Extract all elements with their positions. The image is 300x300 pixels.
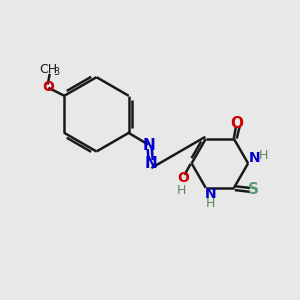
Text: CH: CH	[39, 63, 57, 76]
Text: N: N	[204, 187, 216, 201]
Text: O: O	[177, 171, 189, 185]
Text: O: O	[231, 116, 244, 131]
Text: N: N	[145, 156, 157, 171]
Text: N: N	[249, 151, 260, 165]
Text: H: H	[259, 149, 268, 162]
Text: H: H	[176, 184, 186, 196]
Text: H: H	[206, 197, 215, 210]
Text: O: O	[42, 80, 54, 94]
Text: S: S	[248, 182, 259, 197]
Text: 3: 3	[53, 67, 59, 77]
Text: N: N	[143, 138, 156, 153]
